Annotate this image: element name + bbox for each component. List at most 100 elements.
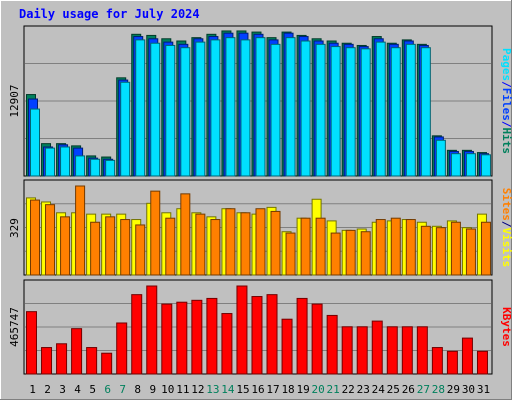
bar-sites-day-6 — [105, 216, 116, 276]
x-label-day-28: 28 — [432, 383, 445, 396]
bar-sites-day-11 — [180, 193, 191, 276]
bar-pages-day-8 — [135, 39, 146, 177]
x-label-day-14: 14 — [221, 383, 235, 396]
panel-pages-files-hits-ymax-label: 12907 — [8, 84, 21, 117]
bar-kbytes-day-24 — [371, 320, 383, 375]
x-label-day-6: 6 — [104, 383, 111, 396]
x-label-day-18: 18 — [281, 383, 294, 396]
bar-sites-day-10 — [165, 217, 176, 276]
x-label-day-17: 17 — [266, 383, 279, 396]
x-label-day-21: 21 — [327, 383, 340, 396]
bar-sites-day-21 — [330, 232, 341, 276]
bar-pages-day-31 — [480, 154, 491, 177]
bar-pages-day-26 — [405, 43, 416, 177]
bar-sites-day-2 — [45, 204, 56, 276]
bar-kbytes-day-19 — [296, 297, 308, 375]
bar-pages-day-25 — [390, 47, 401, 177]
bar-kbytes-day-31 — [476, 350, 488, 375]
bar-sites-day-1 — [30, 199, 40, 276]
legend-part-: / — [500, 221, 512, 228]
chart-title: Daily usage for July 2024 — [19, 7, 200, 21]
bar-sites-day-22 — [345, 229, 356, 276]
bar-pages-day-24 — [375, 41, 386, 177]
bar-pages-day-21 — [330, 46, 341, 177]
x-label-day-29: 29 — [447, 383, 460, 396]
bar-pages-day-30 — [465, 153, 476, 177]
bar-kbytes-day-7 — [116, 322, 128, 375]
x-label-day-5: 5 — [89, 383, 96, 396]
panel-pages-files-hits-legend-label: Pages/Files/Hits — [500, 48, 512, 154]
panel-sites-visits-legend-label: Sites/Visits — [500, 188, 512, 268]
bar-kbytes-day-23 — [356, 326, 368, 375]
bar-kbytes-day-25 — [386, 326, 398, 375]
x-label-day-24: 24 — [372, 383, 386, 396]
bar-kbytes-day-1 — [26, 311, 37, 375]
bar-pages-day-16 — [255, 37, 266, 177]
bar-pages-day-7 — [120, 81, 131, 177]
bar-sites-day-25 — [390, 217, 401, 276]
bar-sites-day-3 — [60, 216, 71, 276]
legend-part-sites: Sites — [500, 188, 512, 221]
bar-sites-day-26 — [405, 219, 416, 276]
panel-sites-visits-ymax-label: 329 — [8, 218, 21, 238]
bar-pages-day-2 — [45, 147, 56, 177]
bar-sites-day-15 — [240, 212, 251, 276]
legend-part-hits: Hits — [500, 128, 512, 155]
bar-pages-day-11 — [180, 47, 191, 177]
legend-part-: / — [500, 121, 512, 128]
x-label-day-13: 13 — [206, 383, 219, 396]
x-label-day-10: 10 — [161, 383, 174, 396]
bar-pages-day-3 — [60, 146, 71, 177]
legend-part-files: Files — [500, 88, 512, 121]
bar-pages-day-20 — [315, 43, 326, 177]
bar-pages-day-18 — [285, 37, 296, 177]
legend-part-pages: Pages — [500, 48, 512, 81]
bar-kbytes-day-30 — [461, 337, 473, 375]
bar-sites-day-14 — [225, 208, 236, 276]
bar-sites-day-28 — [435, 227, 446, 276]
x-label-day-1: 1 — [29, 383, 36, 396]
panel-kbytes-ymax-label: 465747 — [8, 307, 21, 347]
bar-pages-day-9 — [150, 42, 161, 177]
bar-pages-day-1 — [30, 108, 40, 177]
bar-kbytes-day-2 — [41, 347, 53, 375]
bar-kbytes-day-12 — [191, 299, 203, 375]
bar-sites-day-27 — [420, 225, 431, 276]
bar-pages-day-29 — [450, 153, 461, 177]
bar-sites-day-13 — [210, 219, 221, 276]
x-label-day-2: 2 — [44, 383, 51, 396]
bar-kbytes-day-9 — [146, 285, 158, 375]
bar-sites-day-12 — [195, 213, 206, 276]
bar-sites-day-30 — [465, 228, 476, 276]
x-label-day-30: 30 — [462, 383, 475, 396]
bar-kbytes-day-5 — [86, 347, 98, 375]
bar-kbytes-day-26 — [401, 326, 413, 375]
x-label-day-3: 3 — [59, 383, 66, 396]
bar-kbytes-day-29 — [446, 350, 458, 375]
bar-sites-day-4 — [75, 185, 86, 276]
bar-pages-day-6 — [105, 159, 116, 177]
x-label-day-7: 7 — [119, 383, 126, 396]
bar-sites-day-20 — [315, 217, 326, 276]
x-label-day-9: 9 — [149, 383, 156, 396]
bar-pages-day-13 — [210, 39, 221, 177]
bar-kbytes-day-17 — [266, 294, 278, 375]
x-label-day-8: 8 — [134, 383, 141, 396]
x-label-day-11: 11 — [176, 383, 189, 396]
bar-kbytes-day-22 — [341, 326, 353, 375]
bar-pages-day-15 — [240, 39, 251, 177]
x-label-day-26: 26 — [402, 383, 415, 396]
bar-sites-day-17 — [270, 210, 281, 276]
bar-sites-day-31 — [480, 221, 491, 276]
bar-sites-day-18 — [285, 232, 296, 276]
bar-kbytes-day-13 — [206, 297, 218, 375]
bar-kbytes-day-21 — [326, 314, 338, 375]
x-axis-labels: 1 2 3 4 5 6 7 8 9 10 11 12 13 14 15 16 17 18 19 20 21 22 23 24 2… — [29, 383, 490, 396]
bar-kbytes-day-6 — [101, 352, 113, 375]
legend-part-: / — [500, 81, 512, 88]
bar-sites-day-19 — [300, 217, 311, 276]
x-label-day-22: 22 — [342, 383, 355, 396]
bar-pages-day-27 — [420, 47, 431, 177]
